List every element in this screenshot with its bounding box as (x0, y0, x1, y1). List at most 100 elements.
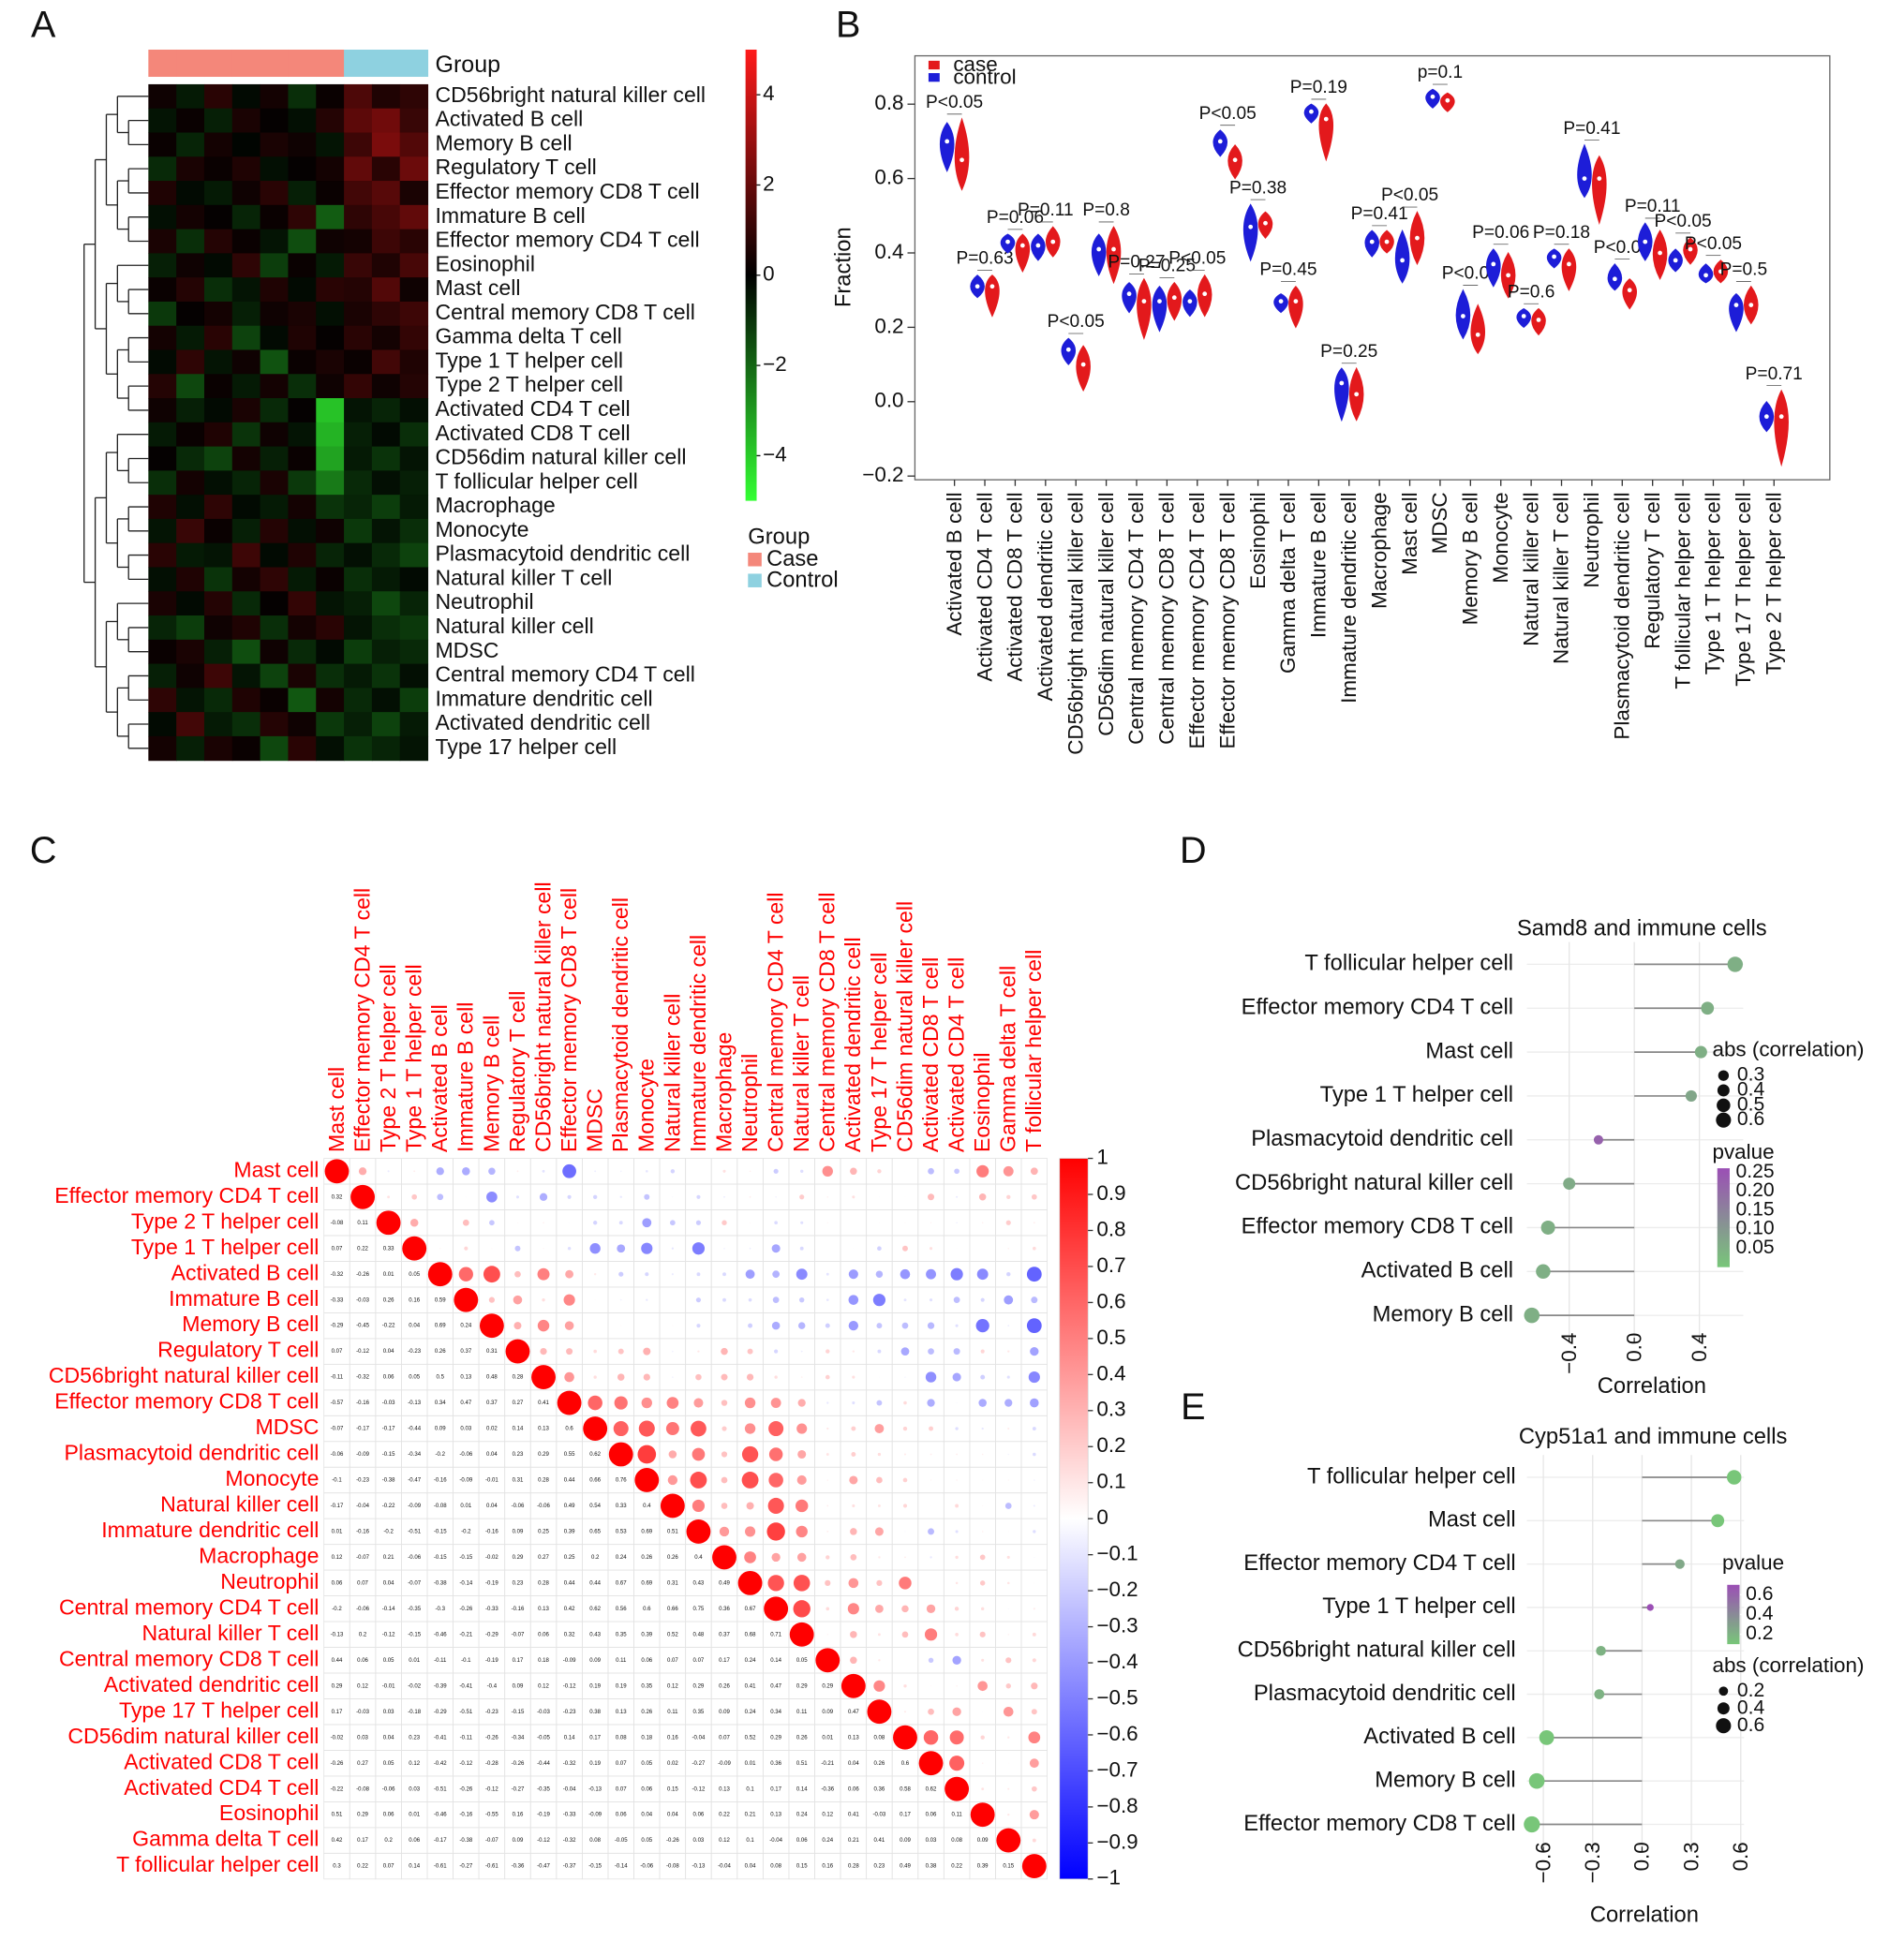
correlation-label: 0.69 (435, 1324, 446, 1329)
correlation-label: 0.49 (564, 1504, 575, 1509)
violin (1076, 345, 1091, 393)
correlation-circle (741, 1472, 759, 1489)
row-label: CD56dim natural killer cell (435, 445, 686, 469)
correlation-circle (928, 1708, 934, 1715)
correlation-circle (1007, 1634, 1010, 1636)
heat-cell (316, 446, 345, 471)
correlation-circle (927, 1399, 935, 1407)
heat-cell (399, 542, 429, 569)
heat-cell (148, 253, 177, 278)
correlation-label: -0.51 (459, 1710, 472, 1715)
correlation-label: 0.15 (1003, 1864, 1014, 1870)
correlation-circle (956, 1195, 959, 1198)
correlation-circle (979, 1631, 986, 1637)
heat-cell (148, 301, 177, 327)
category-label: Activated B cell (1363, 1724, 1515, 1749)
heat-cell (148, 132, 177, 157)
correlation-label: 0.07 (616, 1786, 627, 1792)
heat-cell (316, 132, 345, 157)
correlation-circle (826, 1298, 829, 1301)
category-label: Effector memory CD8 T cell (1242, 1214, 1513, 1239)
heat-cell (260, 639, 289, 665)
heat-cell (260, 374, 289, 399)
column-label: MDSC (583, 1089, 607, 1152)
x-tick-label: Effector memory CD8 T cell (1215, 492, 1239, 748)
colorbar (1717, 1168, 1730, 1267)
correlation-label: -0.41 (459, 1683, 472, 1689)
correlation-label: -0.47 (408, 1478, 421, 1484)
correlation-circle (1029, 1810, 1039, 1820)
correlation-circle (876, 1579, 883, 1586)
row-label: Plasmacytoid dendritic cell (64, 1441, 319, 1465)
correlation-circle (980, 1735, 985, 1740)
row-label: Type 17 T helper cell (119, 1697, 319, 1722)
heat-cell (371, 615, 401, 641)
correlation-circle (979, 1580, 986, 1586)
correlation-circle (950, 1267, 963, 1281)
violin-median (1597, 176, 1602, 181)
correlation-label: 0.07 (332, 1246, 343, 1252)
correlation-label: -0.1 (332, 1478, 342, 1484)
correlation-circle (797, 1322, 806, 1329)
correlation-circle (691, 1420, 707, 1437)
heat-cell (176, 639, 205, 665)
correlation-circle (877, 1246, 882, 1252)
correlation-label: -0.26 (356, 1272, 369, 1278)
correlation-circle (904, 1556, 906, 1559)
correlation-label: -0.51 (408, 1530, 421, 1535)
row-label: Neutrophil (220, 1569, 319, 1593)
correlation-label: 0.52 (745, 1735, 756, 1741)
correlation-circle (531, 1365, 556, 1390)
category-label: Activated B cell (1361, 1258, 1513, 1283)
legend-dot (1717, 1098, 1731, 1113)
heat-cell (203, 83, 233, 110)
heat-cell (371, 132, 401, 157)
legend-swatch (748, 553, 762, 567)
correlation-label: -0.04 (356, 1504, 369, 1509)
correlation-label: -0.12 (563, 1683, 576, 1689)
colorbar-label: 0.10 (1736, 1218, 1775, 1239)
heat-cell (344, 639, 373, 665)
heat-cell (260, 108, 289, 134)
heat-cell (288, 253, 317, 278)
heat-cell (176, 229, 205, 254)
correlation-label: -0.17 (382, 1427, 395, 1432)
p-value-label: P=0.19 (1290, 78, 1347, 97)
heat-cell (316, 735, 345, 762)
correlation-circle (826, 1453, 829, 1456)
category-label: T follicular helper cell (1304, 951, 1513, 976)
correlation-label: -0.26 (459, 1607, 472, 1612)
correlation-label: -0.44 (408, 1427, 421, 1432)
heat-cell (203, 374, 233, 399)
legend-title: abs (correlation) (1712, 1653, 1864, 1677)
correlation-label: 0.17 (900, 1813, 911, 1818)
heat-cell (231, 470, 261, 496)
violin-median (959, 157, 964, 163)
panel-letter: A (31, 5, 56, 46)
heat-cell (231, 229, 261, 254)
heat-cell (148, 615, 177, 641)
p-value-label: P=0.5 (1720, 260, 1768, 280)
cell-border (1020, 1852, 1048, 1880)
correlation-label: 0.26 (383, 1297, 394, 1303)
p-value-label: P=0.25 (1138, 257, 1196, 276)
x-tick-label: −0.3 (1581, 1842, 1604, 1883)
heat-cell (203, 470, 233, 496)
correlation-label: 0.14 (513, 1427, 524, 1432)
correlation-circle (1033, 1222, 1035, 1224)
correlation-circle (955, 1427, 959, 1430)
correlation-circle (1006, 1555, 1010, 1559)
correlation-label: 0.19 (589, 1761, 601, 1767)
category-label: Type 1 T helper cell (1322, 1593, 1515, 1619)
correlation-label: 0.03 (926, 1838, 937, 1844)
correlation-label: 0.43 (589, 1632, 601, 1637)
x-tick-label: Activated B cell (943, 492, 966, 635)
correlation-label: 0.12 (822, 1813, 833, 1818)
correlation-label: 0.04 (641, 1813, 652, 1818)
correlation-label: 0.03 (409, 1786, 420, 1792)
correlation-label: 0.27 (538, 1555, 549, 1561)
x-tick-label: MDSC (1428, 492, 1451, 554)
correlation-circle (1007, 1247, 1010, 1250)
correlation-circle (928, 1348, 934, 1355)
correlation-label: 0.13 (848, 1735, 859, 1741)
